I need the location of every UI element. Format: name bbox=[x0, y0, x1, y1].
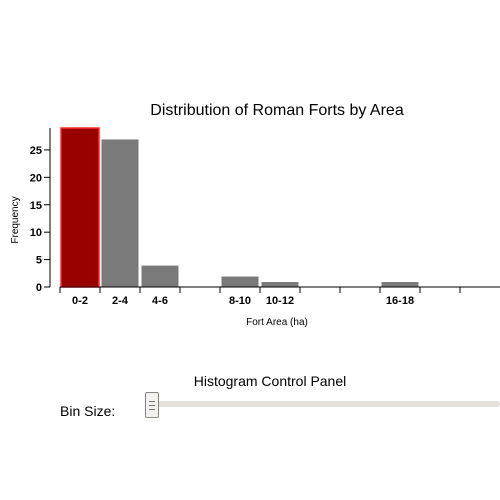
histogram-bar bbox=[381, 282, 419, 287]
y-tick-label: 25 bbox=[30, 145, 42, 157]
y-tick-label: 15 bbox=[30, 200, 42, 212]
x-tick-label: 16-18 bbox=[386, 295, 414, 307]
grip-line bbox=[149, 409, 155, 410]
control-panel-title: Histogram Control Panel bbox=[0, 373, 500, 389]
y-tick-label: 0 bbox=[36, 282, 42, 294]
y-axis: 0 5 10 15 20 25 bbox=[30, 128, 50, 294]
histogram-bar bbox=[261, 282, 299, 287]
histogram-bar bbox=[101, 139, 139, 287]
y-tick-label: 5 bbox=[36, 255, 42, 267]
y-axis-label: Frequency bbox=[10, 196, 21, 243]
x-tick-label: 0-2 bbox=[72, 295, 88, 307]
x-tick-label: 8-10 bbox=[229, 295, 251, 307]
x-tick-label: 2-4 bbox=[112, 295, 129, 307]
bin-size-slider-track[interactable] bbox=[150, 401, 500, 407]
chart-title: Distribution of Roman Forts by Area bbox=[150, 102, 404, 119]
x-axis-label: Fort Area (ha) bbox=[246, 317, 308, 328]
histogram-chart: Distribution of Roman Forts by Area 0 5 10… bbox=[0, 0, 500, 340]
histogram-bar bbox=[61, 128, 99, 287]
bin-size-label: Bin Size: bbox=[60, 403, 115, 419]
y-tick-label: 20 bbox=[30, 172, 42, 184]
histogram-bar bbox=[221, 276, 259, 287]
y-tick-label: 10 bbox=[30, 227, 42, 239]
grip-line bbox=[149, 405, 155, 406]
bars bbox=[61, 128, 419, 287]
x-tick-label: 10-12 bbox=[266, 295, 294, 307]
x-axis: 0-2 2-4 4-6 8-10 10-12 16-18 bbox=[60, 287, 500, 307]
bin-size-slider-handle[interactable] bbox=[145, 392, 159, 418]
x-tick-label: 4-6 bbox=[152, 295, 168, 307]
histogram-bar bbox=[141, 265, 179, 287]
grip-line bbox=[149, 401, 155, 402]
